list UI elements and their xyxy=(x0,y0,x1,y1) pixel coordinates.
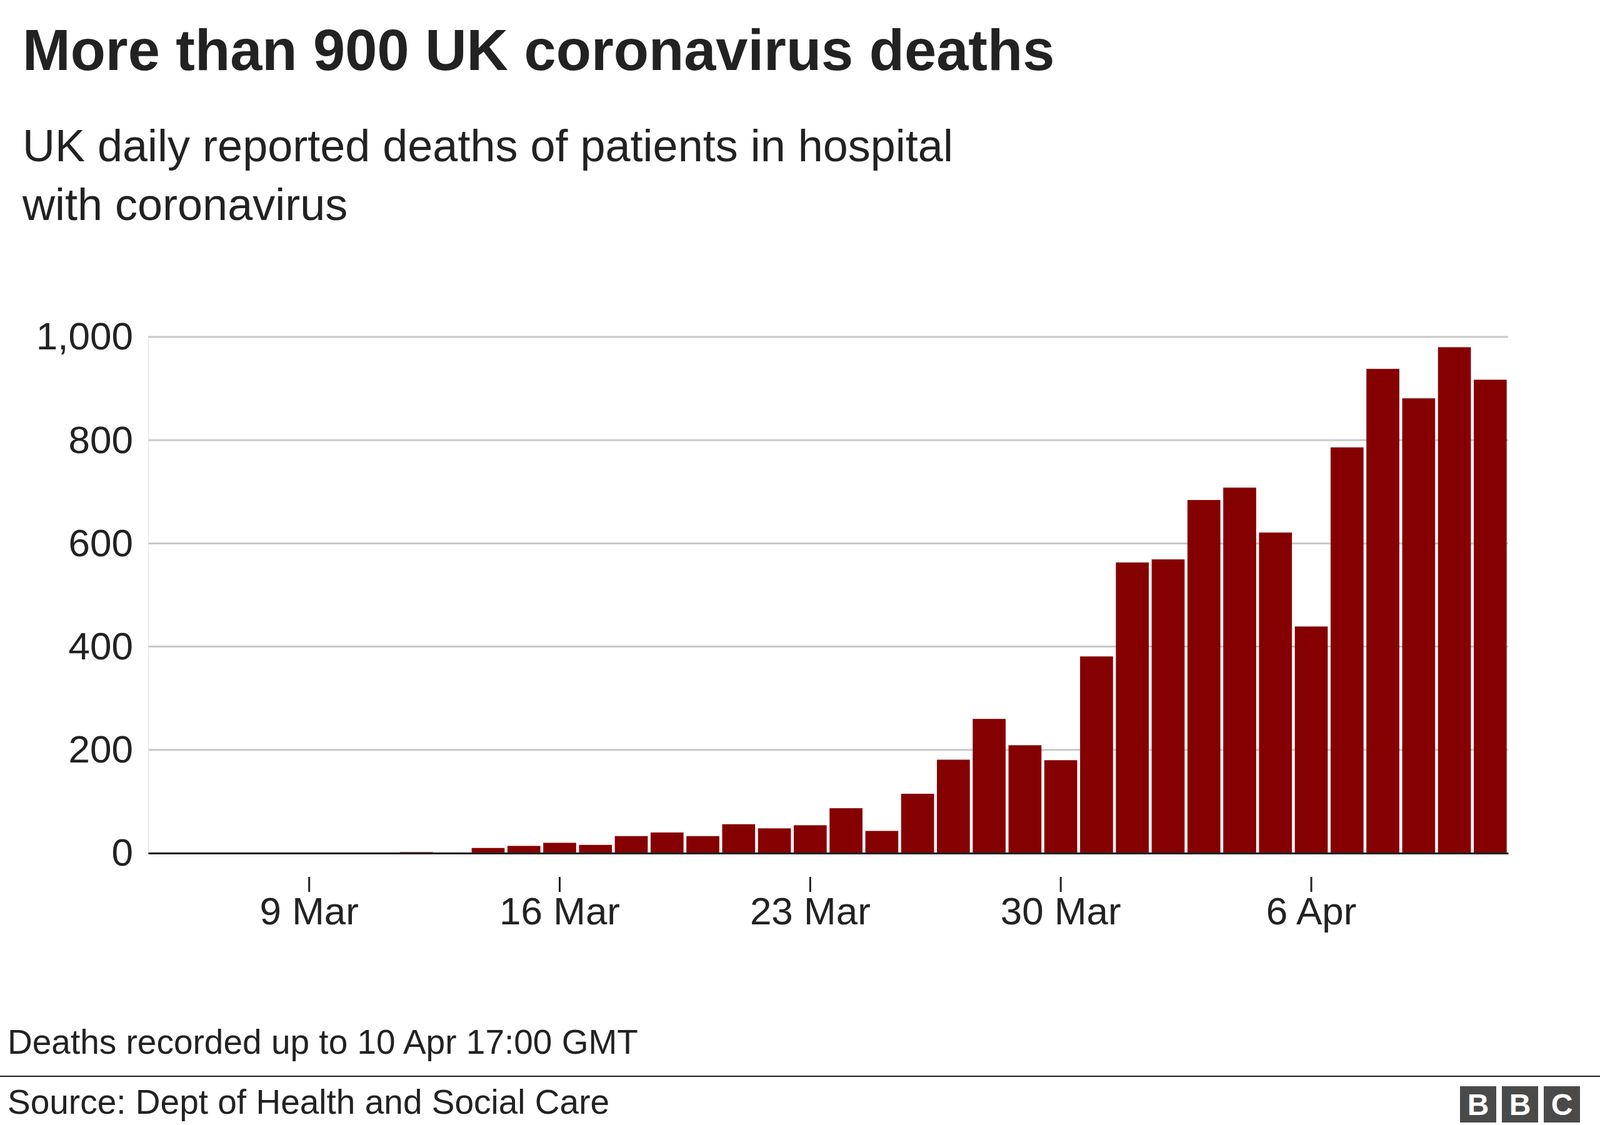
bar xyxy=(936,759,970,854)
bar xyxy=(1402,398,1436,854)
bar xyxy=(578,845,612,854)
y-tick: 800 xyxy=(68,418,149,462)
subtitle: with coronavirus xyxy=(21,179,348,230)
x-tick-label: 30 Mar xyxy=(1000,889,1122,933)
logo-box xyxy=(1460,1086,1497,1123)
bar xyxy=(615,836,649,854)
bar xyxy=(686,836,720,854)
bar xyxy=(1115,562,1149,854)
subtitle: UK daily reported deaths of patients in … xyxy=(22,120,954,171)
bar xyxy=(865,830,899,854)
x-tick: 30 Mar xyxy=(1000,876,1122,933)
bar xyxy=(1187,500,1221,854)
bar xyxy=(1223,487,1257,854)
bar xyxy=(901,793,935,854)
x-axis-line xyxy=(148,852,1509,855)
bar xyxy=(507,845,541,854)
bar xyxy=(1151,559,1185,854)
logo: BBC xyxy=(1460,1086,1580,1123)
grid-line xyxy=(148,542,1509,545)
grid-line xyxy=(148,439,1509,442)
logo-box xyxy=(1501,1086,1539,1123)
x-tick: 9 Mar xyxy=(259,876,359,933)
bar xyxy=(1330,447,1364,854)
title: More than 900 UK coronavirus deaths xyxy=(22,18,1055,82)
y-tick-label: 1,000 xyxy=(36,314,134,358)
bar xyxy=(1008,745,1042,854)
bar xyxy=(758,828,792,854)
x-tick-label: 9 Mar xyxy=(259,889,359,933)
logo-letter: B xyxy=(1509,1088,1532,1122)
bar xyxy=(1080,656,1114,854)
bar xyxy=(1438,347,1472,854)
y-tick-label: 400 xyxy=(68,624,134,668)
bar xyxy=(972,718,1006,854)
x-tick: 16 Mar xyxy=(499,876,620,933)
bar xyxy=(543,842,577,854)
bar xyxy=(1044,760,1078,854)
x-tick-label: 16 Mar xyxy=(499,889,620,933)
logo-box xyxy=(1543,1086,1580,1123)
y-tick: 1,000 xyxy=(36,314,149,358)
grid-line xyxy=(148,336,1509,339)
x-tick: 6 Apr xyxy=(1266,876,1357,933)
y-tick-label: 200 xyxy=(68,727,134,771)
x-tick-label: 6 Apr xyxy=(1266,889,1357,933)
bars xyxy=(149,347,1507,854)
logo-letter: C xyxy=(1551,1088,1574,1122)
y-tick: 400 xyxy=(68,624,149,668)
chart: More than 900 UK coronavirus deaths UK da… xyxy=(0,0,1600,1125)
y-tick: 0 xyxy=(111,830,149,874)
bar xyxy=(1258,532,1292,854)
y-axis: 0 200 400 600 800 1,000 xyxy=(36,314,149,874)
bar xyxy=(722,824,756,854)
y-tick-label: 0 xyxy=(111,830,134,874)
x-tick-label: 23 Mar xyxy=(750,889,871,933)
footnote: Deaths recorded up to 10 Apr 17:00 GMT xyxy=(7,1022,639,1062)
x-tick: 23 Mar xyxy=(750,876,871,933)
bar xyxy=(650,832,684,854)
logo-letter: B xyxy=(1467,1088,1490,1122)
divider xyxy=(0,1075,1600,1077)
source: Source: Dept of Health and Social Care xyxy=(7,1082,610,1122)
bar xyxy=(471,848,505,854)
y-tick: 600 xyxy=(68,521,149,565)
y-tick-label: 800 xyxy=(68,418,134,462)
y-tick-label: 600 xyxy=(68,521,134,565)
x-axis: 9 Mar 16 Mar 23 Mar 30 Mar 6 Apr xyxy=(148,853,1509,934)
bar xyxy=(1295,626,1329,854)
bar xyxy=(1366,368,1400,854)
y-axis-line xyxy=(148,337,149,854)
bar xyxy=(1473,380,1507,854)
bar xyxy=(793,825,827,854)
grid xyxy=(148,336,1509,854)
bar xyxy=(829,808,863,854)
y-tick: 200 xyxy=(68,727,149,771)
